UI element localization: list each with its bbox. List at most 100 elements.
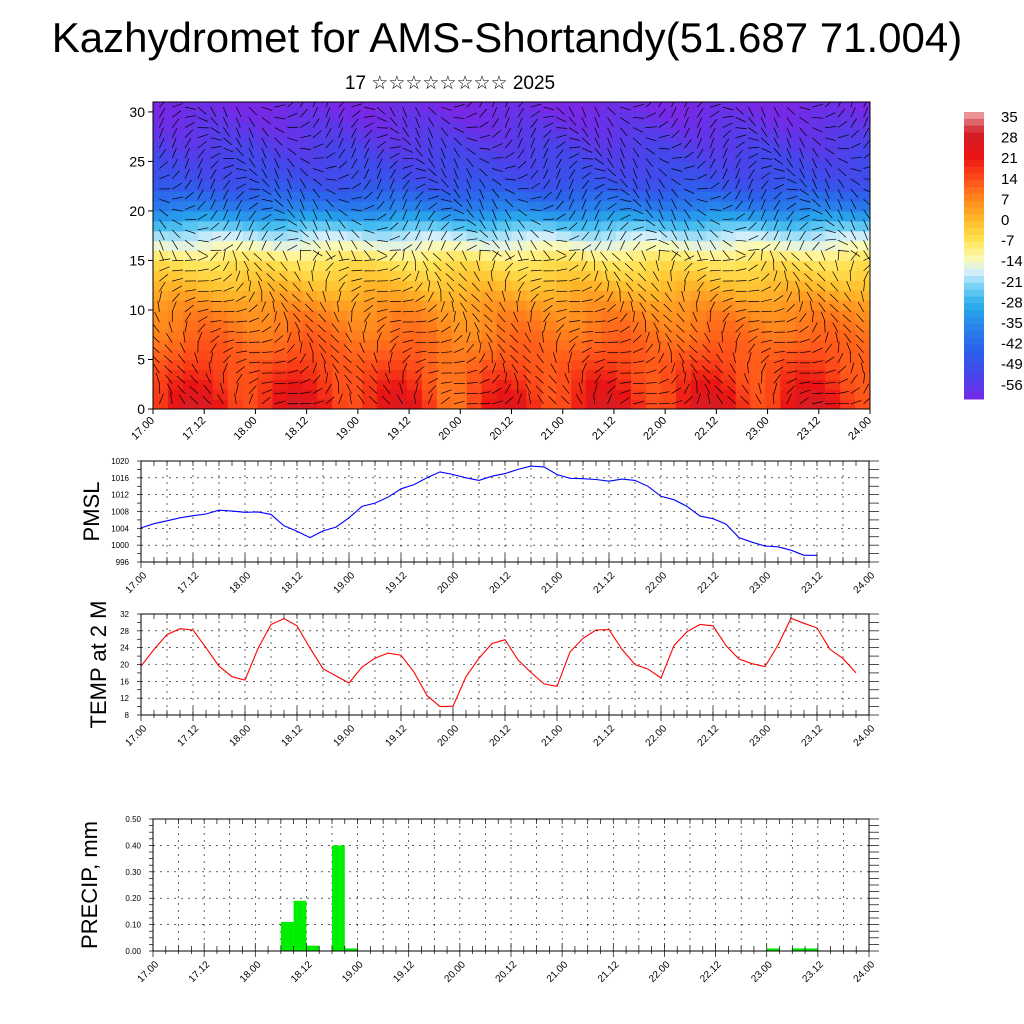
heatmap-cell — [362, 151, 378, 163]
heatmap-cell — [511, 359, 528, 370]
heatmap-cell — [541, 161, 557, 172]
heatmap-cell — [586, 230, 602, 242]
wind-barb — [594, 200, 601, 210]
heatmap-cell — [631, 250, 647, 262]
wind-barb — [210, 210, 218, 220]
heatmap-cell — [660, 329, 677, 341]
wind-barb — [735, 239, 747, 242]
wind-barb — [309, 342, 314, 353]
wind-barb — [581, 117, 587, 128]
heatmap-cell — [511, 181, 528, 192]
wind-barb — [850, 219, 856, 231]
heatmap-cell — [451, 379, 468, 390]
wind-barb — [402, 199, 408, 210]
heatmap-cell — [526, 230, 542, 242]
heatmap-cell — [616, 181, 632, 192]
heatmap-cell — [780, 369, 796, 380]
heatmap-cell — [780, 300, 796, 311]
wind-barb — [684, 262, 693, 272]
wind-barb — [184, 106, 196, 110]
heatmap-cell — [780, 161, 796, 172]
wind-barb — [318, 313, 327, 323]
heatmap-cell — [541, 121, 557, 133]
wind-barb — [543, 168, 549, 179]
heatmap-cell — [242, 201, 259, 212]
heatmap-cell — [616, 290, 632, 301]
wind-barb — [504, 152, 515, 159]
wind-barb — [735, 324, 744, 333]
wind-barb — [709, 240, 717, 250]
wind-barb — [637, 283, 647, 292]
colorbar-swatch — [964, 248, 984, 256]
heatmap-cell — [571, 280, 587, 291]
wind-barb — [709, 209, 721, 211]
heatmap-cell — [272, 250, 289, 262]
wind-barb — [312, 102, 316, 108]
heatmap-cell — [765, 171, 781, 182]
heatmap-cell — [392, 161, 408, 172]
wind-barb — [504, 106, 510, 118]
heatmap-cell — [332, 240, 348, 252]
heatmap-cell — [302, 220, 318, 232]
wind-barb — [488, 342, 493, 353]
colorbar-swatch — [964, 269, 984, 277]
wind-barb — [479, 168, 488, 177]
heatmap-cell — [675, 399, 692, 409]
heatmap-cell — [645, 191, 662, 202]
wind-barb — [773, 106, 780, 117]
wind-barb — [453, 209, 465, 215]
wind-barb — [453, 241, 461, 251]
wind-barb — [729, 363, 736, 374]
heatmap-cell — [556, 240, 572, 252]
wind-barb — [479, 209, 485, 220]
x-tick-label: 21.12 — [590, 415, 618, 443]
wind-barb — [594, 127, 600, 138]
wind-barb — [786, 158, 794, 168]
wind-barb — [556, 316, 567, 323]
wind-barb — [235, 282, 244, 292]
heatmap-cell — [257, 399, 274, 409]
heatmap-cell — [347, 379, 363, 390]
wind-barb — [376, 106, 386, 115]
wind-barb — [697, 258, 709, 261]
wind-barb — [356, 365, 365, 374]
heatmap-cell — [167, 191, 184, 202]
wind-barb — [510, 354, 519, 364]
heatmap-cell — [720, 290, 737, 301]
wind-barb — [389, 320, 401, 323]
wind-barb — [812, 392, 824, 394]
heatmap-cell — [645, 240, 662, 252]
wind-barb — [633, 372, 645, 374]
wind-barb — [364, 250, 372, 260]
x-tick-label: 23.12 — [800, 723, 826, 749]
heatmap-cell — [750, 111, 767, 123]
wind-barb — [219, 382, 224, 394]
heatmap-cell — [406, 319, 423, 331]
heatmap-cell — [601, 329, 617, 341]
heatmap-cell — [675, 250, 692, 262]
wind-barb — [825, 137, 836, 141]
wind-barb — [824, 158, 833, 167]
heatmap-cell — [496, 151, 513, 163]
wind-barb — [663, 303, 672, 313]
heatmap-cell — [675, 121, 692, 133]
heatmap-cell — [690, 280, 707, 291]
wind-barb — [415, 350, 427, 354]
heatmap-cell — [526, 111, 542, 123]
wind-barb — [658, 391, 670, 394]
wind-barb — [364, 122, 375, 128]
wind-barb — [632, 347, 644, 354]
heatmap-cell — [257, 280, 274, 291]
heatmap-cell — [182, 240, 199, 252]
heatmap-cell — [362, 171, 378, 182]
heatmap-cell — [511, 270, 528, 281]
x-tick-label: 18.00 — [232, 415, 260, 443]
wind-barb — [466, 188, 472, 200]
heatmap-cell — [750, 300, 767, 311]
heatmap-cell — [377, 270, 393, 281]
wind-barb — [248, 137, 254, 149]
heatmap-cell — [257, 309, 274, 321]
wind-barb — [377, 127, 389, 129]
wind-barb — [645, 219, 656, 227]
heatmap-cell — [795, 319, 811, 331]
